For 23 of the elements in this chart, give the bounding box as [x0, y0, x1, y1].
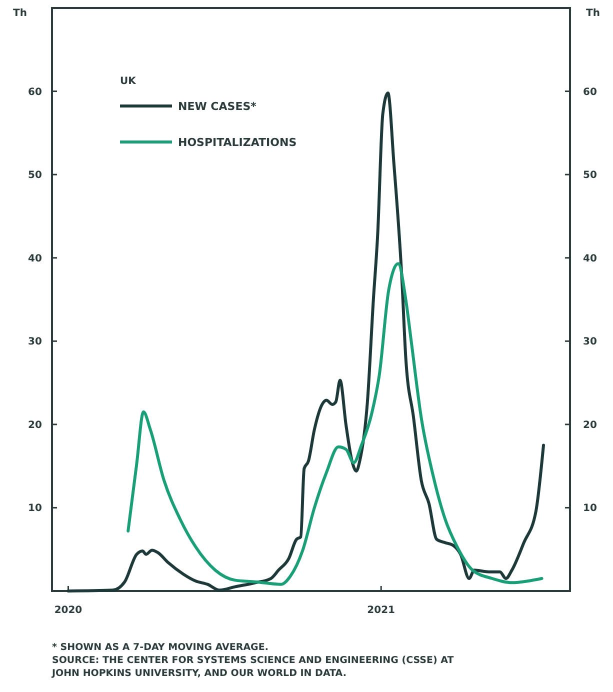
- y-tick-label: 60: [28, 86, 42, 98]
- source-note: SOURCE: THE CENTER FOR SYSTEMS SCIENCE AND ENGINEERING (CSSE) AT JOHN HOPKINS UNIVERSITY, AND OUR WORLD IN DATA.: [51, 655, 454, 679]
- y-tick-label: 30: [28, 336, 42, 348]
- y2-tick-label: 30: [583, 336, 597, 348]
- y-tick-label: 20: [28, 420, 42, 431]
- line-series: [66, 91, 545, 592]
- x-tick-label: 2021: [367, 605, 396, 616]
- line-series: [126, 262, 544, 586]
- y2-tick-label: 40: [583, 253, 597, 264]
- x-tick-label: 2020: [54, 605, 82, 616]
- y2-tick-label: 10: [583, 503, 597, 514]
- y-tick-label: 10: [28, 503, 42, 514]
- y2-tick-label: 60: [583, 86, 597, 98]
- text: * SHOWN AS A 7-DAY MOVING AVERAGE.: [52, 642, 268, 653]
- y2-tick-label: 50: [583, 170, 597, 182]
- legend-label: HOSPITALIZATIONS: [178, 136, 297, 149]
- y-tick-label: 50: [28, 170, 42, 182]
- y2-axis-title: Th: [586, 8, 600, 19]
- legend-label: NEW CASES*: [178, 100, 257, 113]
- legend-title: UK: [120, 76, 138, 87]
- y-tick-label: 40: [28, 253, 42, 264]
- y2-tick-label: 20: [583, 420, 597, 431]
- y-axis-title: Th: [13, 8, 27, 19]
